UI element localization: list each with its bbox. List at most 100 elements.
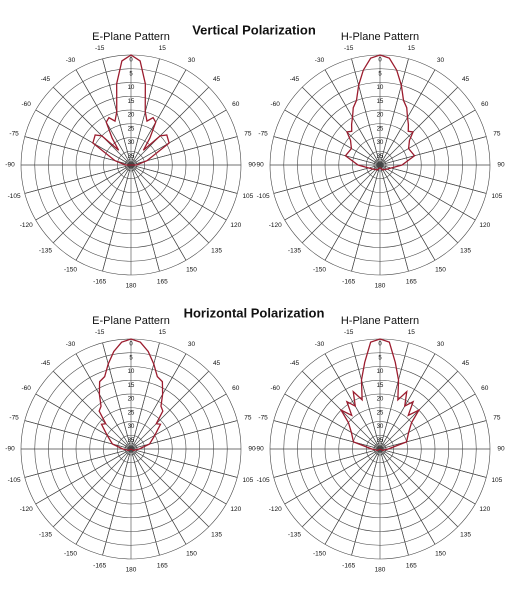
radial-tick-label: 15 — [128, 99, 135, 105]
radial-tick-label: 0 — [378, 58, 382, 64]
radial-tick-label: 25 — [377, 410, 384, 416]
angle-tick-label: 120 — [479, 222, 490, 229]
angle-tick-label: -165 — [342, 563, 355, 570]
radial-tick-label: 20 — [128, 113, 135, 119]
pattern-line — [339, 338, 421, 452]
angle-tick-label: 150 — [435, 267, 446, 274]
radial-tick-label: 20 — [128, 397, 135, 403]
angle-tick-label: 135 — [211, 531, 222, 538]
angle-tick-label: -105 — [257, 477, 270, 484]
angle-tick-label: 135 — [460, 247, 471, 254]
angle-tick-label: -150 — [64, 267, 77, 274]
angle-tick-label: -45 — [41, 76, 51, 83]
angle-tick-label: -135 — [39, 531, 52, 538]
angle-tick-label: 90 — [248, 162, 256, 169]
pattern-line — [92, 54, 170, 166]
angle-tick-label: -45 — [290, 76, 300, 83]
radial-tick-label: 25 — [377, 126, 384, 132]
chart-title: E-Plane Pattern — [92, 315, 170, 327]
angle-tick-label: 180 — [375, 567, 386, 574]
angle-tick-label: -60 — [22, 385, 32, 392]
radial-tick-label: 30 — [377, 140, 384, 146]
angle-tick-label: -150 — [313, 267, 326, 274]
angle-tick-label: 60 — [481, 101, 489, 108]
radial-tick-label: 35 — [128, 154, 135, 160]
angle-tick-label: -30 — [66, 341, 76, 348]
angle-tick-label: 75 — [493, 130, 501, 137]
angle-tick-label: 60 — [481, 385, 489, 392]
radial-tick-label: 10 — [377, 85, 384, 91]
angle-tick-label: 105 — [242, 477, 253, 484]
radial-tick-label: 15 — [377, 383, 384, 389]
chart-title: E-Plane Pattern — [92, 31, 170, 43]
angle-tick-label: -90 — [5, 446, 15, 453]
angle-tick-label: -30 — [315, 341, 325, 348]
angle-tick-label: -75 — [258, 414, 268, 421]
radial-tick-label: 30 — [128, 140, 135, 146]
angle-tick-label: -15 — [95, 329, 105, 336]
angle-tick-label: 180 — [126, 283, 137, 290]
radial-tick-label: 15 — [128, 383, 135, 389]
angle-tick-label: 15 — [408, 45, 416, 52]
angle-tick-label: -165 — [93, 563, 106, 570]
angle-tick-label: -45 — [41, 360, 51, 367]
angle-tick-label: 30 — [188, 341, 196, 348]
angle-tick-label: -105 — [8, 477, 21, 484]
radial-tick-label: 30 — [377, 424, 384, 430]
radial-tick-label: 10 — [377, 369, 384, 375]
angle-tick-label: 60 — [232, 385, 240, 392]
angle-tick-label: -105 — [8, 193, 21, 200]
angle-tick-label: 165 — [406, 279, 417, 286]
angle-tick-label: 45 — [462, 360, 470, 367]
angle-tick-label: -15 — [95, 45, 105, 52]
radial-tick-label: 30 — [128, 424, 135, 430]
polar-chart: E-Plane Pattern1530456075901051201351501… — [5, 31, 256, 290]
angle-tick-label: -30 — [66, 57, 76, 64]
radial-tick-label: 35 — [377, 438, 384, 444]
radial-tick-label: 0 — [378, 342, 382, 348]
angle-tick-label: 180 — [126, 567, 137, 574]
angle-tick-label: -120 — [269, 506, 282, 513]
radial-tick-label: 0 — [129, 58, 133, 64]
angle-tick-label: 105 — [491, 193, 502, 200]
angle-tick-label: -90 — [254, 162, 264, 169]
angle-tick-label: 60 — [232, 101, 240, 108]
angle-tick-label: 75 — [244, 130, 252, 137]
angle-tick-label: 90 — [497, 446, 505, 453]
angle-tick-label: -150 — [64, 551, 77, 558]
section-heading: Horizontal Polarization — [184, 305, 325, 320]
chart-title: H-Plane Pattern — [341, 31, 419, 43]
angle-tick-label: 135 — [460, 531, 471, 538]
angle-tick-label: -135 — [39, 247, 52, 254]
angle-tick-label: 90 — [248, 446, 256, 453]
angle-tick-label: -120 — [269, 222, 282, 229]
angle-tick-label: 15 — [408, 329, 416, 336]
angle-tick-label: 45 — [213, 360, 221, 367]
radial-tick-label: 5 — [378, 355, 382, 361]
angle-tick-label: 30 — [437, 57, 445, 64]
angle-tick-label: -90 — [5, 162, 15, 169]
radial-tick-label: 35 — [128, 438, 135, 444]
angle-tick-label: 105 — [491, 477, 502, 484]
radial-tick-label: 5 — [129, 355, 133, 361]
angle-tick-label: -15 — [344, 45, 354, 52]
angle-tick-label: 30 — [188, 57, 196, 64]
angle-tick-label: 120 — [230, 222, 241, 229]
angle-tick-label: -15 — [344, 329, 354, 336]
radial-tick-label: 5 — [378, 71, 382, 77]
angle-tick-label: 165 — [157, 563, 168, 570]
angle-tick-label: -120 — [20, 506, 33, 513]
angle-tick-label: 150 — [435, 551, 446, 558]
radial-tick-label: 10 — [128, 85, 135, 91]
angle-tick-label: 75 — [244, 414, 252, 421]
polar-chart: E-Plane Pattern1530456075901051201351501… — [5, 315, 256, 574]
angle-tick-label: 180 — [375, 283, 386, 290]
angle-tick-label: 15 — [159, 45, 167, 52]
angle-tick-label: 15 — [159, 329, 167, 336]
radial-tick-label: 20 — [377, 113, 384, 119]
angle-tick-label: -60 — [22, 101, 32, 108]
angle-tick-label: -120 — [20, 222, 33, 229]
angle-tick-label: 120 — [479, 506, 490, 513]
pattern-line — [98, 338, 164, 452]
radial-tick-label: 20 — [377, 397, 384, 403]
